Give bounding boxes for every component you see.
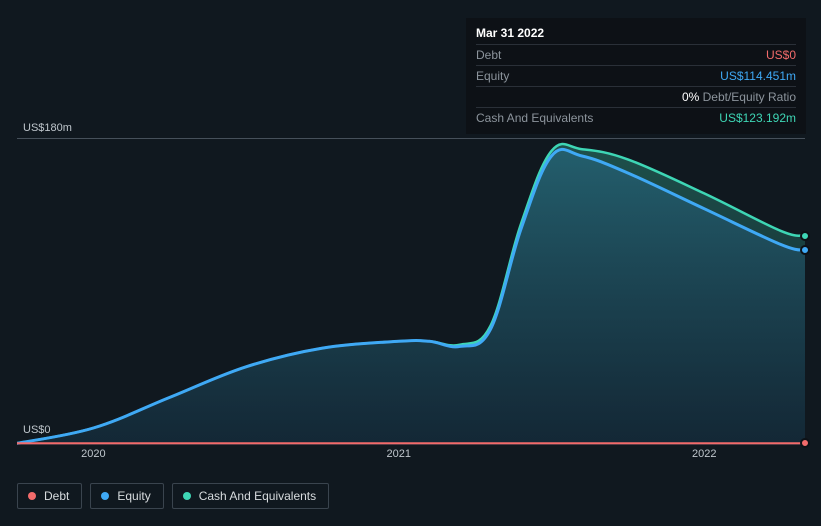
tooltip-value: US$0 <box>766 47 796 63</box>
plot-svg <box>17 139 805 445</box>
legend-dot-icon <box>28 492 36 500</box>
chart-root: Mar 31 2022 Debt US$0 Equity US$114.451m… <box>0 0 821 526</box>
tooltip-value: 0% Debt/Equity Ratio <box>682 89 796 105</box>
legend-dot-icon <box>183 492 191 500</box>
legend-item-cash[interactable]: Cash And Equivalents <box>172 483 329 509</box>
x-tick-label: 2021 <box>387 448 411 460</box>
legend-label: Cash And Equivalents <box>199 489 316 503</box>
legend-label: Equity <box>117 489 150 503</box>
x-tick-label: 2022 <box>692 448 716 460</box>
tooltip-label: Cash And Equivalents <box>476 110 593 126</box>
series-end-marker <box>800 245 810 255</box>
tooltip-value: US$123.192m <box>719 110 796 126</box>
tooltip-row-equity: Equity US$114.451m <box>476 65 796 86</box>
legend-item-debt[interactable]: Debt <box>17 483 82 509</box>
hover-tooltip: Mar 31 2022 Debt US$0 Equity US$114.451m… <box>466 18 806 134</box>
plot-area[interactable] <box>17 138 805 444</box>
tooltip-label: Debt <box>476 47 501 63</box>
legend-dot-icon <box>101 492 109 500</box>
tooltip-label: Equity <box>476 68 509 84</box>
tooltip-date: Mar 31 2022 <box>476 26 796 44</box>
series-end-marker <box>800 438 810 448</box>
legend-item-equity[interactable]: Equity <box>90 483 163 509</box>
legend: Debt Equity Cash And Equivalents <box>17 483 329 509</box>
tooltip-row-ratio: 0% Debt/Equity Ratio <box>476 86 796 107</box>
x-tick-label: 2020 <box>81 448 105 460</box>
y-axis-top-label: US$180m <box>23 122 72 134</box>
tooltip-row-cash: Cash And Equivalents US$123.192m <box>476 107 796 128</box>
series-end-marker <box>800 231 810 241</box>
x-axis-labels: 2020 2021 2022 <box>17 448 805 468</box>
tooltip-row-debt: Debt US$0 <box>476 44 796 65</box>
tooltip-value: US$114.451m <box>720 68 796 84</box>
legend-label: Debt <box>44 489 69 503</box>
